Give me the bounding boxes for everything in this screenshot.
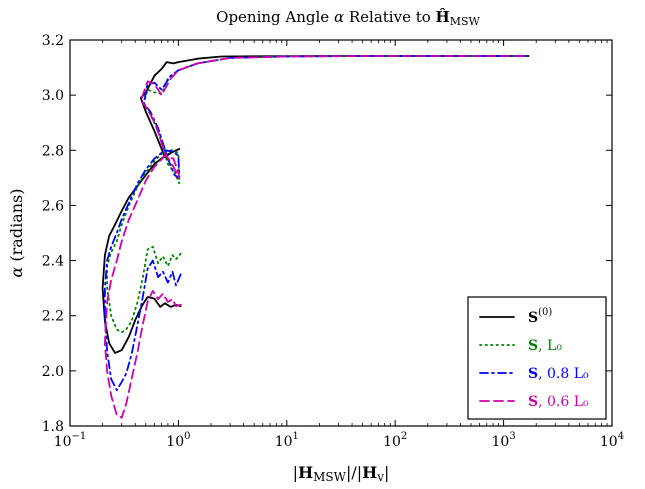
legend-entry: S, 0.8 L₀: [528, 366, 589, 382]
x-tick-label: 103: [491, 431, 515, 450]
y-tick-label: 2.4: [42, 254, 64, 270]
plot-frame: [69, 39, 613, 427]
y-tick-label: 2.6: [42, 198, 64, 214]
y-tick-label: 2.0: [42, 364, 64, 380]
y-tick-label: 3.2: [42, 33, 64, 49]
series-line-0: [101, 55, 530, 354]
y-tick-label: 1.8: [42, 419, 64, 435]
x-axis-label: |HMSW|/|Hv|: [293, 463, 390, 484]
x-tick-label: 100: [166, 431, 190, 450]
legend-entry: S, 0.6 L₀: [528, 394, 589, 410]
y-tick-label: 2.2: [42, 309, 64, 325]
y-tick-label: 2.8: [42, 143, 64, 159]
x-tick-label: 101: [275, 431, 299, 450]
legend: S(0) S, L₀ S, 0.8 L₀ S, 0.6 L₀: [467, 296, 607, 420]
x-tick-label: 102: [383, 431, 407, 450]
x-tick-label: 104: [600, 431, 624, 450]
series-line-2: [104, 55, 530, 392]
x-tick-label: 10−1: [54, 431, 87, 450]
y-tick-label: 3.0: [42, 88, 64, 104]
y-axis-label: α (radians): [7, 189, 26, 278]
legend-entry: S, L₀: [528, 338, 562, 354]
series-line-1: [106, 55, 530, 334]
legend-entry: S(0): [528, 307, 552, 326]
chart-title: Opening Angle α Relative to ĤMSW: [216, 8, 480, 28]
series-line-3: [104, 55, 530, 419]
